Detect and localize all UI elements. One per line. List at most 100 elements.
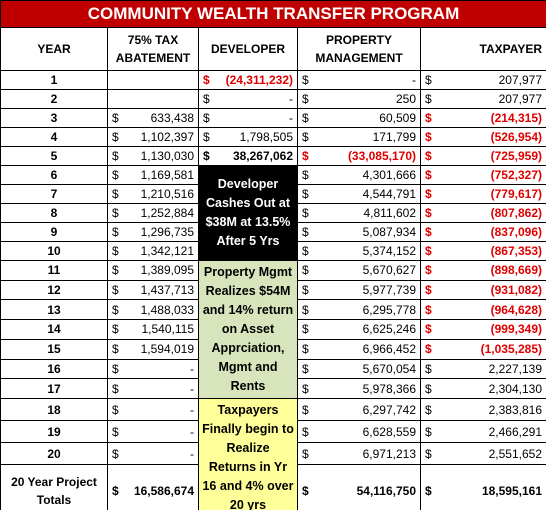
currency: $ (302, 263, 309, 278)
property-management: $5,977,739 (297, 279, 421, 301)
amount: - (190, 381, 194, 396)
currency: $ (302, 361, 309, 376)
currency: $ (302, 402, 309, 417)
property-management: $4,301,666 (297, 165, 421, 185)
amount: - (289, 111, 293, 125)
currency: $ (425, 206, 432, 220)
year: 19 (0, 420, 108, 444)
amount: - (190, 424, 194, 439)
currency: $ (112, 168, 119, 182)
currency: $ (112, 206, 119, 220)
tax-abatement: $1,169,581 (107, 165, 199, 185)
currency: $ (425, 187, 432, 201)
currency: $ (425, 361, 432, 376)
amount: (33,085,170) (347, 149, 416, 163)
data-row: 20 $ - $6,971,213 $2,551,652 (0, 442, 546, 466)
data-row: 11 $1,389,095 Property Mgmt Realizes $54M … (0, 260, 546, 399)
data-row: 17 $ - $5,978,366 $2,304,130 (0, 378, 546, 399)
taxpayer: $2,466,291 (420, 420, 546, 444)
amount: 6,628,559 (362, 424, 416, 439)
taxpayer: $ (837,096) (420, 222, 546, 242)
taxpayer: $ (867,353) (420, 241, 546, 261)
taxpayer: $ (964,628) (420, 299, 546, 321)
tax-abatement: $1,488,033 (107, 299, 199, 321)
currency: $ (425, 225, 432, 239)
property-management: $6,966,452 (297, 338, 421, 360)
taxpayer: $2,551,652 (420, 442, 546, 466)
data-row: 19 $ - $6,628,559 $2,466,291 (0, 420, 546, 444)
property-management: $5,670,054 (297, 358, 421, 380)
property-management: $6,297,742 (297, 397, 421, 422)
year: 20 (0, 442, 108, 466)
taxpayer: $ (752,327) (420, 165, 546, 185)
year: 6 (0, 165, 108, 185)
amount: (837,096) (490, 225, 542, 239)
header-row: YEAR 75% TAX ABATEMENT DEVELOPER PROPERTY M… (0, 27, 546, 71)
tax-abatement: $1,210,516 (107, 184, 199, 204)
property-management: $5,374,152 (297, 241, 421, 261)
amount: 5,670,627 (362, 263, 416, 278)
year: 14 (0, 319, 108, 340)
amount: 2,383,816 (488, 402, 542, 417)
currency: $ (112, 402, 119, 417)
currency: $ (302, 244, 309, 258)
currency: $ (112, 244, 119, 258)
data-row: 4 $1,102,397 $1,798,505 $171,799 $ (526,954) (0, 127, 546, 147)
currency: $ (203, 130, 210, 144)
data-row: 6 $1,169,581 Developer Cashes Out at $38M … (0, 165, 546, 261)
amount: - (190, 361, 194, 376)
year: 18 (0, 397, 108, 422)
totals-row: 20 Year Project Totals $16,586,674 $54,116… (0, 464, 546, 510)
currency: $ (425, 149, 432, 163)
property-management: $60,509 (297, 108, 421, 128)
data-row: 1 $ (24,311,232) $ - $207,977 (0, 70, 546, 90)
currency: $ (425, 73, 432, 87)
currency: $ (203, 92, 210, 106)
tax-abatement: $ - (107, 358, 199, 380)
taxpayer: $ (1,035,285) (420, 338, 546, 360)
amount: 16,586,674 (133, 484, 194, 499)
amount: 1,210,516 (140, 187, 194, 201)
data-row: 15 $1,594,019 $6,966,452 $ (1,035,285) (0, 338, 546, 360)
currency: $ (112, 424, 119, 439)
taxpayer: $ (807,862) (420, 203, 546, 223)
taxpayer: $ (214,315) (420, 108, 546, 128)
currency: $ (302, 283, 309, 298)
property-management: $ - (297, 70, 421, 90)
year: 15 (0, 338, 108, 360)
currency: $ (302, 302, 309, 317)
currency: $ (425, 244, 432, 258)
currency: $ (425, 92, 432, 106)
amount: (24,311,232) (225, 73, 293, 87)
currency: $ (302, 149, 309, 163)
developer: $ (24,311,232) (198, 70, 298, 90)
taxpayer: $2,227,139 (420, 358, 546, 380)
amount: 1,389,095 (140, 263, 194, 278)
amount: - (289, 92, 293, 106)
year: 12 (0, 279, 108, 301)
year: 11 (0, 260, 108, 281)
currency: $ (425, 263, 432, 278)
note: Taxpayers Finally begin to Realize Retur… (198, 398, 298, 510)
amount: 1,594,019 (140, 342, 194, 357)
currency: $ (425, 424, 432, 439)
note: Developer Cashes Out at $38M at 13.5% Af… (198, 165, 298, 261)
column-header: DEVELOPER (198, 27, 298, 71)
property-management: $6,625,246 (297, 319, 421, 340)
year: 1 (0, 70, 108, 90)
currency: $ (203, 73, 210, 87)
property-management: $4,544,791 (297, 184, 421, 204)
amount: 1,169,581 (140, 168, 194, 182)
tax-abatement: $ - (107, 420, 199, 444)
currency: $ (112, 302, 119, 317)
tax-abatement: $1,296,735 (107, 222, 199, 242)
totals-label: 20 Year Project Totals (0, 464, 108, 510)
amount: 1,540,115 (141, 322, 195, 337)
tax-abatement: $ - (107, 378, 199, 399)
amount: 2,304,130 (488, 381, 542, 396)
currency: $ (302, 322, 309, 337)
amount: 6,297,742 (362, 402, 416, 417)
currency: $ (112, 111, 119, 125)
data-row: 13 $1,488,033 $6,295,778 $ (964,628) (0, 299, 546, 321)
